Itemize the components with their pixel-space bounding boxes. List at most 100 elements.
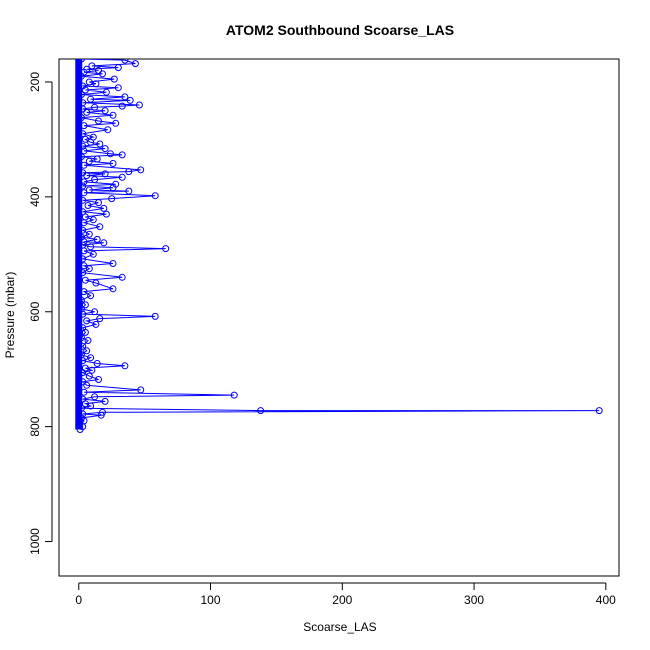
- data-point: [137, 166, 145, 174]
- data-point: [118, 102, 126, 110]
- data-point: [84, 337, 92, 344]
- data-point: [162, 245, 170, 253]
- data-point: [80, 247, 88, 255]
- y-tick-label: 200: [28, 72, 42, 92]
- data-point: [88, 62, 96, 70]
- data-point: [81, 135, 89, 143]
- y-axis-label: Pressure (mbar): [3, 272, 17, 359]
- data-point: [151, 192, 159, 200]
- data-point: [79, 226, 87, 234]
- y-tick-label: 400: [28, 187, 42, 207]
- x-tick-label: 400: [596, 593, 616, 607]
- data-point: [257, 407, 265, 415]
- data-point: [80, 189, 88, 197]
- data-point: [91, 393, 99, 401]
- data-point: [79, 369, 87, 377]
- data-point: [121, 362, 129, 370]
- data-point: [87, 243, 95, 251]
- data-point: [92, 80, 100, 88]
- data-point: [137, 386, 145, 394]
- data-point: [76, 426, 84, 433]
- data-point: [114, 64, 122, 72]
- y-tick-label: 600: [28, 301, 42, 321]
- data-point: [81, 328, 89, 336]
- data-point: [80, 122, 88, 130]
- data-point: [118, 173, 126, 181]
- data-point: [80, 219, 88, 227]
- y-tick-label: 800: [28, 416, 42, 436]
- data-point: [80, 262, 88, 270]
- data-point: [121, 59, 129, 64]
- x-tick-label: 100: [201, 593, 221, 607]
- data-point: [89, 250, 97, 258]
- data-point: [79, 182, 87, 190]
- data-point: [93, 155, 101, 163]
- data-point: [77, 334, 85, 342]
- data-point: [87, 354, 95, 362]
- data-point: [101, 107, 109, 115]
- data-point: [96, 140, 104, 148]
- data-point: [87, 402, 95, 410]
- data-point: [83, 347, 91, 355]
- data-point: [230, 391, 238, 399]
- data-point: [95, 376, 102, 383]
- data-point: [91, 308, 99, 316]
- data-point: [77, 72, 85, 80]
- y-tick-label: 1000: [28, 528, 42, 555]
- data-point: [106, 150, 114, 158]
- data-point: [595, 407, 603, 415]
- data-point: [85, 372, 93, 380]
- data-point: [87, 95, 95, 103]
- data-point: [102, 210, 110, 218]
- data-point: [91, 103, 99, 111]
- data-point: [126, 96, 134, 104]
- data-point: [92, 279, 100, 287]
- data-point: [96, 315, 104, 323]
- x-tick-label: 0: [75, 593, 82, 607]
- data-point: [97, 411, 105, 419]
- data-point: [112, 119, 120, 127]
- data-point: [125, 168, 133, 176]
- plot-frame: [58, 58, 620, 577]
- data-point: [80, 238, 88, 246]
- x-axis: 0 100 200 300 400: [75, 582, 616, 607]
- y-axis: 200 400 600 800 1000: [28, 72, 53, 555]
- data-point: [101, 145, 109, 153]
- data-point: [118, 151, 126, 159]
- data-point: [99, 70, 106, 78]
- x-axis-label: Scoarse_LAS: [303, 620, 376, 634]
- data-point: [87, 138, 95, 146]
- data-point: [79, 378, 87, 386]
- data-point: [77, 114, 85, 122]
- data-point: [87, 292, 95, 300]
- data-point: [81, 276, 89, 284]
- data-point: [135, 101, 143, 109]
- data-point: [79, 310, 87, 318]
- data-point: [79, 342, 87, 350]
- data-point: [102, 88, 110, 96]
- data-point: [77, 91, 85, 99]
- data-point: [77, 153, 85, 161]
- x-tick-label: 300: [464, 593, 484, 607]
- data-point: [79, 357, 87, 365]
- data-point: [101, 397, 109, 405]
- data-point: [114, 84, 122, 92]
- data-point: [108, 195, 116, 203]
- data-point: [83, 381, 91, 389]
- data-point: [79, 410, 87, 418]
- data-point: [125, 187, 133, 195]
- data-point: [109, 285, 117, 293]
- x-tick-label: 200: [332, 593, 352, 607]
- chart-title: ATOM2 Southbound Scoarse_LAS: [226, 22, 454, 38]
- data-point: [109, 184, 117, 192]
- data-point: [109, 160, 117, 167]
- data-point: [110, 75, 118, 83]
- data-point: [100, 204, 108, 212]
- data-point: [80, 178, 88, 186]
- data-point: [85, 78, 93, 86]
- data-point: [81, 86, 89, 94]
- data-point: [81, 301, 89, 309]
- data-point: [79, 196, 87, 204]
- data-point: [109, 260, 117, 267]
